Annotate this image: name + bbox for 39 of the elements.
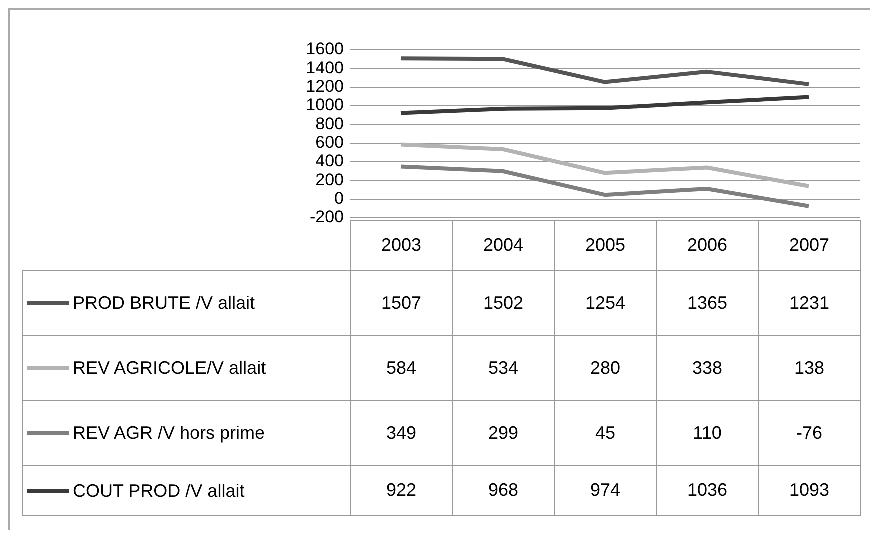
data-label: 974 — [554, 466, 656, 516]
data-label: 338 — [656, 336, 758, 400]
data-label: 1036 — [656, 466, 758, 516]
data-label: 45 — [554, 400, 656, 466]
data-label: 110 — [656, 400, 758, 466]
y-tick-label: 0 — [334, 188, 344, 208]
y-tick-label: 600 — [316, 132, 344, 152]
y-tick-label: 1000 — [306, 96, 344, 115]
data-label: 1254 — [554, 270, 656, 336]
data-label: 922 — [350, 466, 452, 516]
data-label: 1507 — [350, 270, 452, 336]
data-label: 349 — [350, 400, 452, 466]
y-tick-label: 1200 — [306, 77, 344, 96]
data-label: 1093 — [758, 466, 860, 516]
y-tick-label: -200 — [310, 208, 344, 227]
legend-label: REV AGR /V hors prime — [73, 422, 266, 445]
data-label: 280 — [554, 336, 656, 400]
legend-label: PROD BRUTE /V allait — [73, 292, 256, 315]
data-label: 584 — [350, 336, 452, 400]
x-tick-label: 2003 — [350, 220, 452, 270]
legend-label: REV AGRICOLE/V allait — [73, 357, 266, 380]
x-tick-label: 2004 — [452, 220, 554, 270]
data-label: 138 — [758, 336, 860, 400]
data-label: 299 — [452, 400, 554, 466]
y-tick-label: 1400 — [306, 58, 344, 78]
y-tick-label: 400 — [316, 152, 344, 171]
data-label: 1231 — [758, 270, 860, 336]
y-tick-label: 1600 — [306, 40, 344, 59]
y-tick-label: 800 — [316, 114, 344, 134]
legend-label: COUT PROD /V allait — [73, 480, 245, 502]
data-label: 1365 — [656, 270, 758, 336]
x-tick-label: 2006 — [656, 220, 758, 270]
data-label: 968 — [452, 466, 554, 516]
data-label: 534 — [452, 336, 554, 400]
x-tick-label: 2005 — [554, 220, 656, 270]
x-tick-label: 2007 — [758, 220, 860, 270]
data-label: 1502 — [452, 270, 554, 336]
y-tick-label: 200 — [316, 170, 344, 190]
data-label: -76 — [758, 400, 860, 466]
